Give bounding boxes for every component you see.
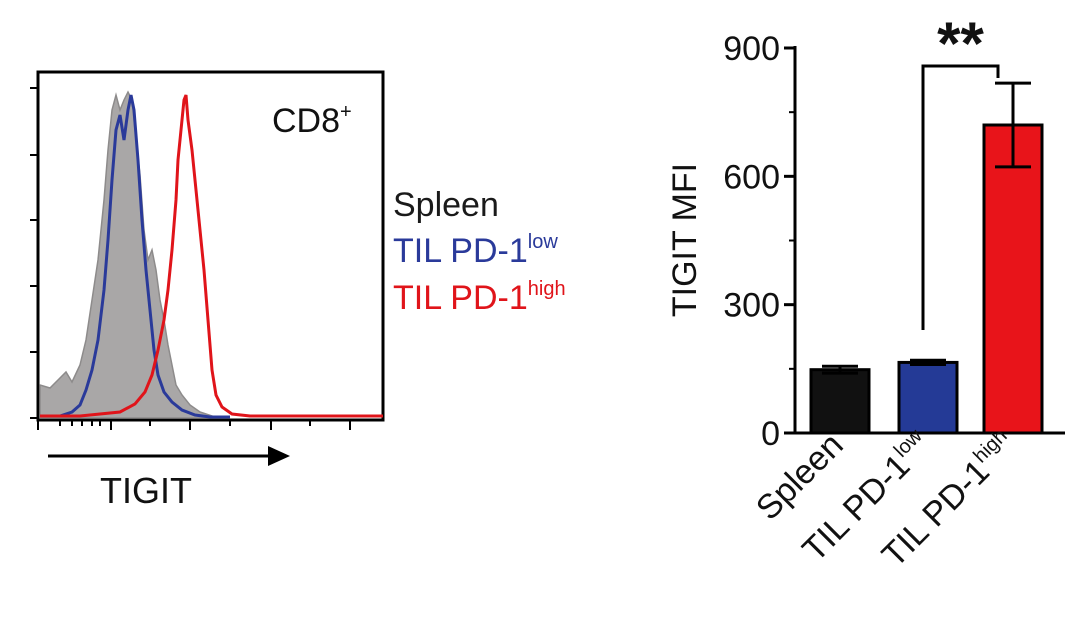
bar [809,368,871,435]
y-tick-label: 900 [723,30,780,68]
significance-stars: ** [937,10,984,77]
til-pd1-high-histogram [40,94,383,418]
histogram-legend: Spleen TIL PD-1low TIL PD-1high [393,186,566,317]
significance-bracket: ** [921,10,1000,330]
bar-chart-y-label: TIGIT MFI [666,163,704,317]
bar [897,360,959,435]
y-tick-label: 300 [723,287,780,325]
bar-chart-bars [809,81,1044,435]
legend-til-pd1-high: TIL PD-1high [393,278,566,317]
bar [982,123,1044,435]
histogram-frame [36,70,385,422]
tigit-axis-arrow [48,446,290,466]
histogram-panel: CD8+ Spleen TIL PD-1low TIL PD-1high TIG… [30,70,566,511]
histogram-ticks [30,87,351,430]
til-pd1-low-histogram [40,94,230,419]
y-tick-label: 600 [723,158,780,196]
legend-til-pd1-low: TIL PD-1low [393,231,558,270]
panel-label: CD8+ [272,101,352,140]
y-tick-label: 0 [761,415,780,453]
bracket-line [921,64,1000,330]
histogram-x-axis-label: TIGIT [100,470,192,511]
legend-spleen: Spleen [393,186,499,224]
